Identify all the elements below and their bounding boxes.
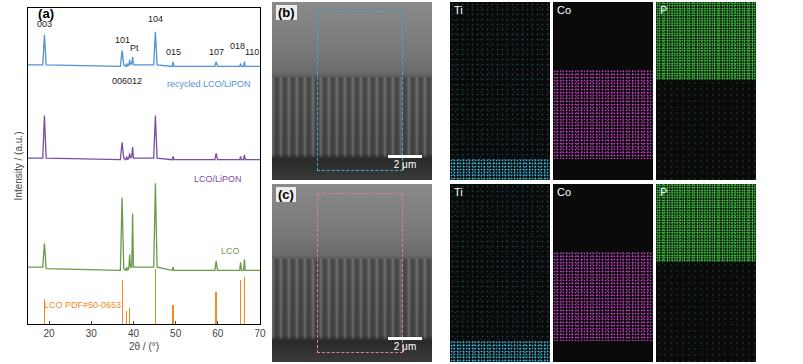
svg-text:107: 107 [209, 47, 224, 57]
svg-text:003: 003 [37, 19, 52, 29]
svg-text:104: 104 [148, 14, 163, 24]
svg-text:20: 20 [44, 328, 56, 339]
svg-text:110: 110 [245, 47, 259, 57]
html-text:P: P [660, 186, 668, 198]
html-text:Ti: Ti [454, 186, 463, 198]
html-text:P: P [660, 4, 668, 16]
html-text:2 μm: 2 μm [393, 159, 417, 170]
svg-text:LCO/LiPON: LCO/LiPON [194, 174, 242, 184]
svg-text:40: 40 [128, 328, 140, 339]
svg-text:006: 006 [112, 76, 127, 86]
svg-text:LCO PDF#50-0653: LCO PDF#50-0653 [44, 300, 121, 310]
svg-text:2θ / (°): 2θ / (°) [129, 341, 159, 352]
html-text:Ti: Ti [454, 4, 463, 16]
svg-text:70: 70 [254, 328, 266, 339]
html-text:2 μm: 2 μm [393, 341, 417, 352]
svg-text:(a): (a) [38, 6, 54, 21]
svg-text:Intensity / (a.u.): Intensity / (a.u.) [13, 132, 24, 201]
html-text:(b): (b) [278, 5, 295, 20]
svg-text:101: 101 [115, 35, 130, 45]
svg-text:015: 015 [166, 47, 181, 57]
svg-text:60: 60 [212, 328, 224, 339]
svg-text:30: 30 [86, 328, 98, 339]
svg-text:012: 012 [127, 76, 142, 86]
svg-text:recycled LCO/LiPON: recycled LCO/LiPON [167, 79, 251, 89]
svg-text:018: 018 [230, 41, 245, 51]
html-text:Co: Co [557, 4, 572, 16]
svg-text:Pt: Pt [130, 43, 139, 53]
html-text:(c): (c) [278, 187, 294, 202]
svg-text:LCO: LCO [221, 246, 240, 256]
svg-text:50: 50 [170, 328, 182, 339]
html-text:Co: Co [557, 186, 572, 198]
